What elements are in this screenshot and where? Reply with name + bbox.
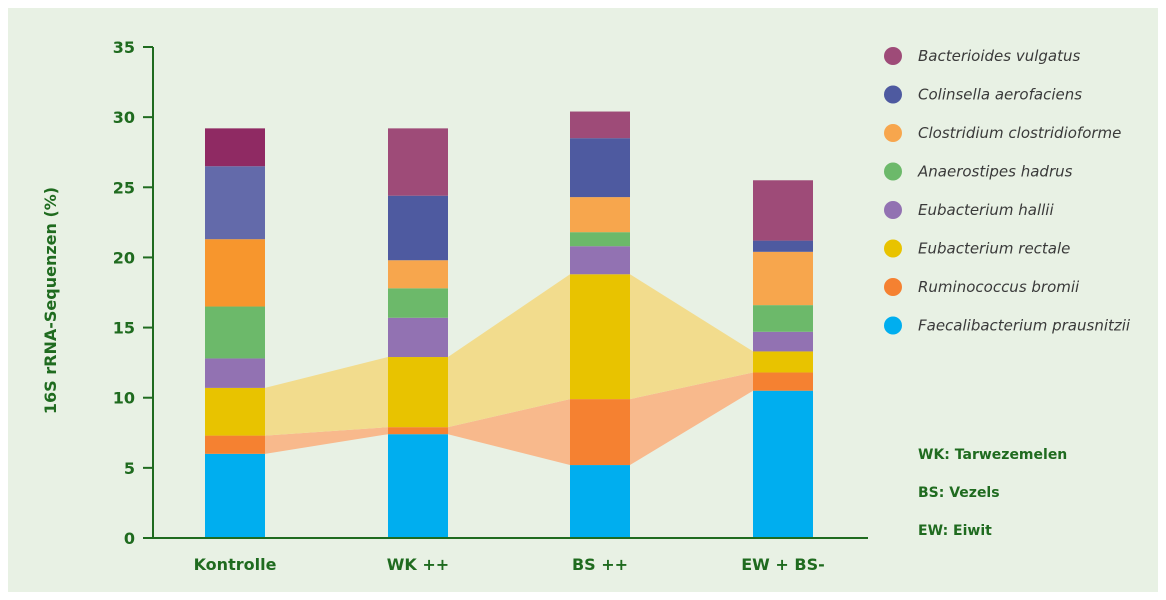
note-2: EW: Eiwit: [918, 523, 992, 539]
band-eubacterium-rectale-1: [448, 274, 570, 428]
bar-ew-bs-anaerostipes-hadrus: [753, 305, 813, 332]
y-tick-label: 15: [113, 319, 135, 338]
band-ruminococcus-bromii-1: [448, 399, 570, 466]
bar-kontrolle-faecalibacterium-prausnitzii: [205, 453, 265, 538]
comparison-bands: [265, 274, 753, 466]
bar-wk-anaerostipes-hadrus: [388, 288, 448, 318]
band-ruminococcus-bromii-0: [265, 427, 388, 454]
bar-ew-bs-eubacterium-rectale: [753, 351, 813, 373]
legend-label-clostridium-clostridioforme: Clostridium clostridioforme: [918, 124, 1121, 142]
bar-bs-eubacterium-hallii: [570, 246, 630, 275]
y-tick-label: 20: [113, 248, 135, 267]
legend-label-faecalibacterium-prausnitzii: Faecalibacterium prausnitzii: [918, 317, 1131, 335]
band-ruminococcus-bromii-2: [630, 372, 753, 466]
bar-kontrolle-colinsella-aerofaciens: [205, 166, 265, 240]
bars: [205, 111, 813, 538]
bar-ew-bs-bacterioides-vulgatus: [753, 180, 813, 241]
bar-bs-colinsella-aerofaciens: [570, 138, 630, 198]
y-tick-label: 30: [113, 108, 135, 127]
stacked-bar-chart: 0 5 10 15 20 25 30 35 Kontrolle WK ++ BS ++ EW + BS…: [41, 38, 1131, 574]
bar-ew-bs-clostridium-clostridioforme: [753, 251, 813, 306]
bar-kontrolle-eubacterium-hallii: [205, 358, 265, 388]
bar-ew-bs-colinsella-aerofaciens: [753, 240, 813, 252]
legend-marker-eubacterium-hallii: [884, 201, 902, 219]
bar-wk-eubacterium-hallii: [388, 317, 448, 358]
bar-kontrolle-anaerostipes-hadrus: [205, 306, 265, 359]
legend-marker-eubacterium-rectale: [884, 239, 902, 258]
axes: 0 5 10 15 20 25 30 35 Kontrolle WK ++ BS ++ EW + BS…: [41, 38, 868, 574]
bar-wk-faecalibacterium-prausnitzii: [388, 434, 448, 538]
bar-wk-clostridium-clostridioforme: [388, 260, 448, 289]
band-eubacterium-rectale-0: [265, 357, 388, 436]
y-tick-label: 10: [113, 389, 135, 408]
x-tick-label: WK ++: [387, 555, 449, 574]
legend-marker-anaerostipes-hadrus: [884, 162, 902, 181]
bar-ew-bs-faecalibacterium-prausnitzii: [753, 390, 813, 538]
bar-bs-bacterioides-vulgatus: [570, 111, 630, 139]
x-tick-label: Kontrolle: [194, 555, 277, 574]
bar-kontrolle-ruminococcus-bromii: [205, 435, 265, 454]
bar-kontrolle-eubacterium-rectale: [205, 387, 265, 436]
x-tick-label: EW + BS-: [741, 555, 824, 574]
legend-label-anaerostipes-hadrus: Anaerostipes hadrus: [917, 163, 1073, 181]
y-tick-label: 35: [113, 38, 135, 57]
legend: Bacterioides vulgatus Colinsella aerofaci…: [884, 47, 1131, 335]
bar-ew-bs-ruminococcus-bromii: [753, 372, 813, 391]
bar-wk-ruminococcus-bromii: [388, 427, 448, 435]
legend-label-bacterioides-vulgatus: Bacterioides vulgatus: [918, 47, 1081, 65]
bar-bs-eubacterium-rectale: [570, 274, 630, 400]
x-tick-label: BS ++: [572, 555, 628, 574]
abbreviation-notes: WK: Tarwezemelen BS: Vezels EW: Eiwit: [918, 447, 1067, 539]
bar-wk-eubacterium-rectale: [388, 357, 448, 428]
note-1: BS: Vezels: [918, 485, 1000, 501]
legend-label-eubacterium-hallii: Eubacterium hallii: [918, 201, 1054, 219]
bar-bs-faecalibacterium-prausnitzii: [570, 465, 630, 538]
note-0: WK: Tarwezemelen: [918, 447, 1067, 463]
bar-ew-bs-eubacterium-hallii: [753, 331, 813, 352]
legend-marker-clostridium-clostridioforme: [884, 124, 902, 142]
bar-bs-clostridium-clostridioforme: [570, 197, 630, 233]
legend-label-ruminococcus-bromii: Ruminococcus bromii: [918, 278, 1080, 296]
band-eubacterium-rectale-2: [630, 274, 753, 400]
bar-bs-ruminococcus-bromii: [570, 399, 630, 466]
chart-panel: 0 5 10 15 20 25 30 35 Kontrolle WK ++ BS ++ EW + BS…: [8, 8, 1158, 592]
legend-marker-colinsella-aerofaciens: [884, 85, 902, 104]
legend-marker-ruminococcus-bromii: [884, 278, 902, 296]
bar-wk-colinsella-aerofaciens: [388, 195, 448, 261]
bar-kontrolle-clostridium-clostridioforme: [205, 239, 265, 307]
y-tick-label: 5: [124, 459, 135, 478]
bar-kontrolle-bacterioides-vulgatus: [205, 128, 265, 167]
legend-marker-bacterioides-vulgatus: [884, 47, 902, 65]
bar-bs-anaerostipes-hadrus: [570, 232, 630, 247]
y-tick-label: 0: [124, 529, 135, 548]
bar-wk-bacterioides-vulgatus: [388, 128, 448, 196]
legend-label-eubacterium-rectale: Eubacterium rectale: [918, 240, 1070, 258]
y-axis-title: 16S rRNA-Sequenzen (%): [41, 187, 60, 414]
y-tick-label: 25: [113, 178, 135, 197]
legend-label-colinsella-aerofaciens: Colinsella aerofaciens: [918, 86, 1082, 104]
legend-marker-faecalibacterium-prausnitzii: [884, 316, 902, 335]
